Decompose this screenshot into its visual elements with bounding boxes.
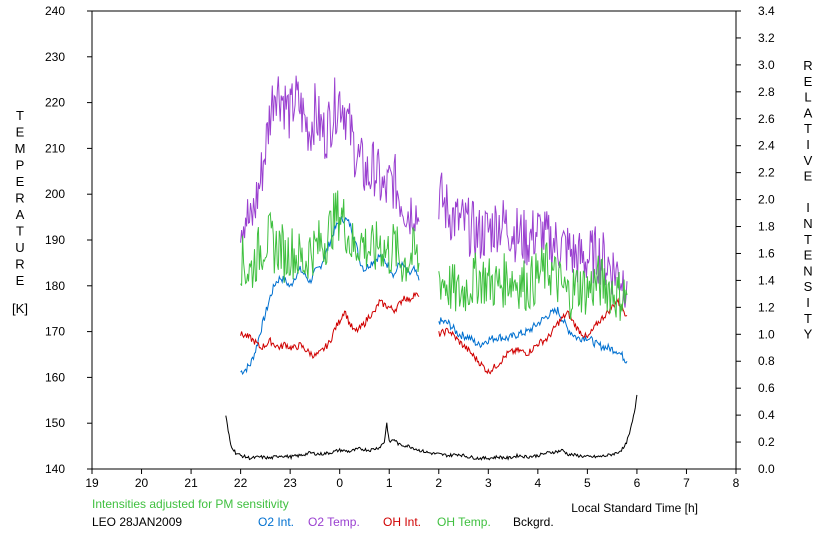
axis-label-letter: N	[803, 263, 812, 278]
axis-label-letter: U	[15, 240, 24, 255]
right-y-tick-label: 0.4	[758, 408, 775, 422]
axis-label-letter: R	[15, 191, 24, 206]
series-line-oh-int	[438, 297, 628, 375]
right-y-tick-label: 1.8	[758, 220, 775, 234]
x-tick-label: 2	[435, 476, 442, 490]
right-y-tick-label: 0.0	[758, 462, 775, 476]
x-tick-label: 6	[634, 476, 641, 490]
axis-label-letter: N	[803, 216, 812, 231]
right-y-tick-label: 0.2	[758, 435, 775, 449]
axis-label-letter: I	[806, 137, 810, 152]
x-tick-label: 23	[283, 476, 297, 490]
axis-label-letter: T	[16, 224, 24, 239]
series-line-oh-temp	[438, 242, 628, 321]
axis-label-letter: E	[16, 125, 25, 140]
legend-entry: Bckgrd.	[513, 515, 554, 529]
right-y-tick-label: 1.0	[758, 327, 775, 341]
legend: O2 Int. O2 Temp. OH Int. OH Temp. Bckgrd.	[258, 515, 554, 529]
right-y-tick-label: 2.6	[758, 112, 775, 126]
left-y-tick-label: 220	[45, 96, 65, 110]
right-y-tick-label: 0.8	[758, 354, 775, 368]
left-y-tick-label: 150	[45, 416, 65, 430]
left-y-tick-label: 160	[45, 370, 65, 384]
axis-label-letter: R	[803, 58, 812, 73]
right-y-tick-label: 2.4	[758, 139, 775, 153]
axis-label-letter: P	[16, 158, 25, 173]
x-tick-label: 5	[584, 476, 591, 490]
axis-label-letter: T	[804, 311, 812, 326]
series-layer	[225, 75, 638, 461]
series-line-o2-int	[438, 306, 628, 364]
axis-label-letter: T	[16, 108, 24, 123]
axis-label-letter: I	[806, 200, 810, 215]
left-y-tick-label: 180	[45, 279, 65, 293]
x-tick-label: 8	[733, 476, 740, 490]
right-y-tick-label: 3.4	[758, 4, 775, 18]
left-y-axis: 140 150 160 170 180 190 200 210 220 230 240	[45, 4, 92, 476]
axis-label-letter: I	[806, 295, 810, 310]
pm-sensitivity-note: Intensities adjusted for PM sensitivity	[92, 497, 289, 511]
axis-label-letter: T	[804, 121, 812, 136]
right-y-tick-label: 2.0	[758, 193, 775, 207]
axis-label-letter: A	[16, 207, 25, 222]
x-tick-label: 0	[336, 476, 343, 490]
axis-label-letter: V	[804, 153, 813, 168]
x-tick-label: 19	[85, 476, 99, 490]
axis-label-letter: E	[804, 74, 813, 89]
right-y-tick-label: 2.8	[758, 85, 775, 99]
series-line-o2-temp	[240, 75, 420, 243]
left-y-tick-label: 240	[45, 4, 65, 18]
x-tick-label: 21	[184, 476, 198, 490]
series-line-oh-temp	[240, 190, 420, 288]
right-y-tick-label: 3.2	[758, 31, 775, 45]
x-axis-label: Local Standard Time [h]	[571, 501, 698, 515]
x-tick-label: 20	[135, 476, 149, 490]
axis-label-letter: R	[15, 257, 24, 272]
right-y-axis: 0.0 0.2 0.4 0.6 0.8 1.0 1.2 1.4 1.6 1.8 2.0 2.2 2.4 2…	[736, 4, 775, 476]
legend-entry: OH Int.	[383, 515, 421, 529]
axis-label-letter: E	[804, 169, 813, 184]
x-tick-label: 22	[234, 476, 248, 490]
legend-entry: O2 Temp.	[308, 515, 360, 529]
axis-label-letter: T	[804, 232, 812, 247]
x-tick-label: 4	[535, 476, 542, 490]
axis-label-letter: E	[16, 273, 25, 288]
station-date-label: LEO 28JAN2009	[92, 515, 182, 529]
axis-label-letter: A	[804, 105, 813, 120]
axis-label-letter: L	[804, 90, 811, 105]
legend-entry: O2 Int.	[258, 515, 294, 529]
x-tick-label: 7	[683, 476, 690, 490]
series-line-bckgrd	[225, 394, 638, 461]
right-y-tick-label: 1.6	[758, 246, 775, 260]
axis-label-letter: M	[15, 141, 26, 156]
right-y-tick-label: 3.0	[758, 58, 775, 72]
x-tick-label: 1	[386, 476, 393, 490]
series-line-o2-temp	[438, 172, 628, 308]
legend-entry: OH Temp.	[437, 515, 491, 529]
right-y-tick-label: 1.2	[758, 300, 775, 314]
right-y-tick-label: 0.6	[758, 381, 775, 395]
axis-label-letter: Y	[804, 327, 813, 342]
axis-label-letter: E	[16, 174, 25, 189]
right-y-tick-label: 1.4	[758, 273, 775, 287]
x-axis: 19 20 21 22 23 0 1 2 3 4 5 6 7 8	[85, 469, 740, 490]
left-y-tick-label: 200	[45, 187, 65, 201]
left-y-tick-label: 140	[45, 462, 65, 476]
left-y-tick-label: 170	[45, 325, 65, 339]
left-y-tick-label: 230	[45, 50, 65, 64]
left-y-axis-unit: [K]	[12, 301, 28, 316]
axis-label-letter: S	[804, 279, 813, 294]
right-y-tick-label: 2.2	[758, 166, 775, 180]
axis-label-letter: E	[804, 248, 813, 263]
series-line-oh-int	[240, 292, 420, 359]
x-tick-label: 3	[485, 476, 492, 490]
left-y-tick-label: 210	[45, 141, 65, 155]
left-y-tick-label: 190	[45, 233, 65, 247]
